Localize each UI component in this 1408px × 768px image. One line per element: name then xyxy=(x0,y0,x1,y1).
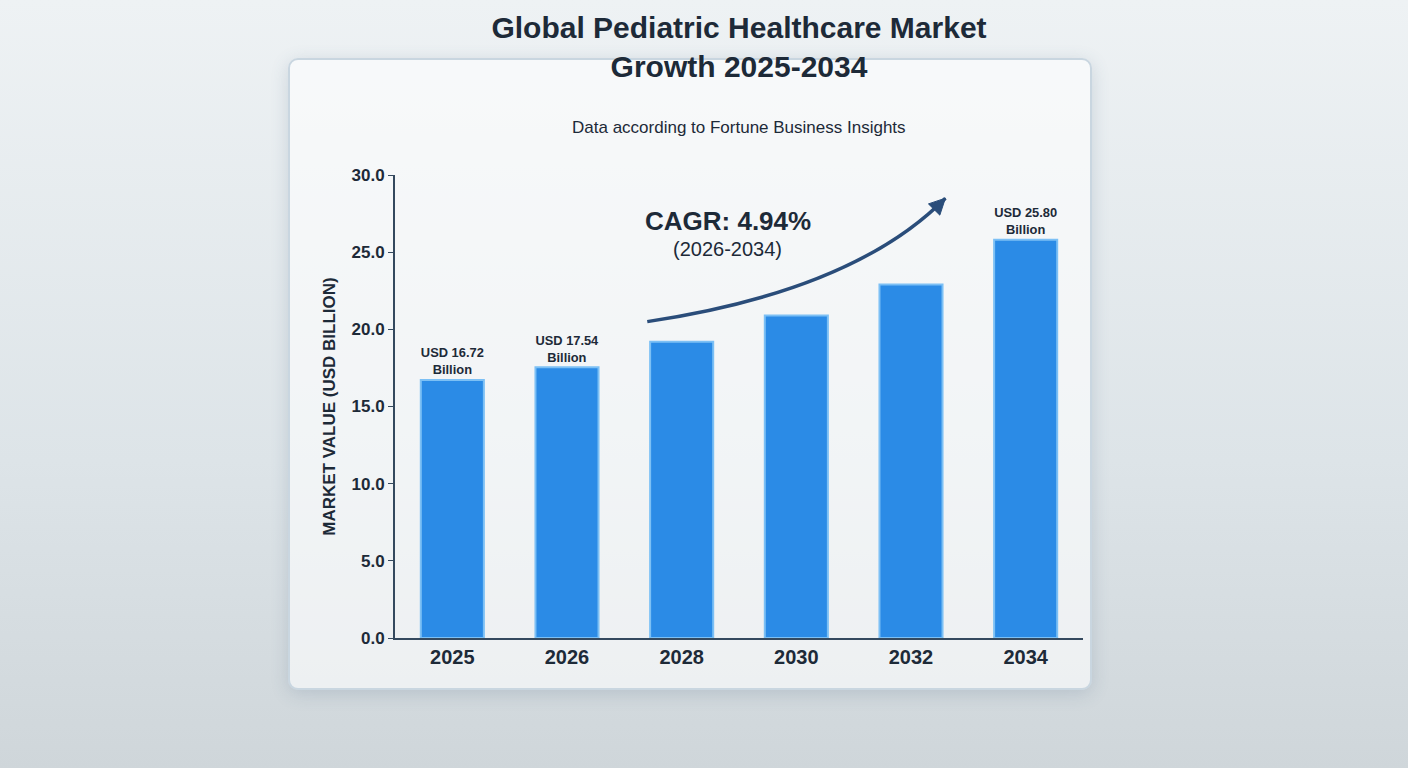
svg-text:2025: 2025 xyxy=(430,646,475,668)
svg-text:20.0: 20.0 xyxy=(352,320,385,339)
svg-text:USD 16.72Billion: USD 16.72Billion xyxy=(421,345,484,377)
svg-text:25.0: 25.0 xyxy=(352,243,385,262)
svg-text:CAGR: 4.94%: CAGR: 4.94% xyxy=(645,206,811,236)
svg-text:15.0: 15.0 xyxy=(352,397,385,416)
svg-text:2026: 2026 xyxy=(545,646,590,668)
svg-text:Global Pediatric Healthcare Ma: Global Pediatric Healthcare MarketGrowth… xyxy=(491,11,986,83)
svg-text:USD 25.80Billion: USD 25.80Billion xyxy=(994,205,1057,237)
svg-text:2028: 2028 xyxy=(659,646,704,668)
svg-text:USD 17.54Billion: USD 17.54Billion xyxy=(535,333,599,365)
svg-text:2030: 2030 xyxy=(774,646,819,668)
svg-text:MARKET VALUE (USD BILLION): MARKET VALUE (USD BILLION) xyxy=(320,277,339,535)
svg-text:2034: 2034 xyxy=(1003,646,1048,668)
svg-text:10.0: 10.0 xyxy=(352,475,385,494)
svg-text:Data according to Fortune Busi: Data according to Fortune Business Insig… xyxy=(572,118,906,137)
svg-text:(2026-2034): (2026-2034) xyxy=(673,238,782,260)
svg-text:2032: 2032 xyxy=(889,646,934,668)
svg-text:30.0: 30.0 xyxy=(352,166,385,185)
svg-text:0.0: 0.0 xyxy=(361,629,385,648)
svg-text:5.0: 5.0 xyxy=(361,552,385,571)
